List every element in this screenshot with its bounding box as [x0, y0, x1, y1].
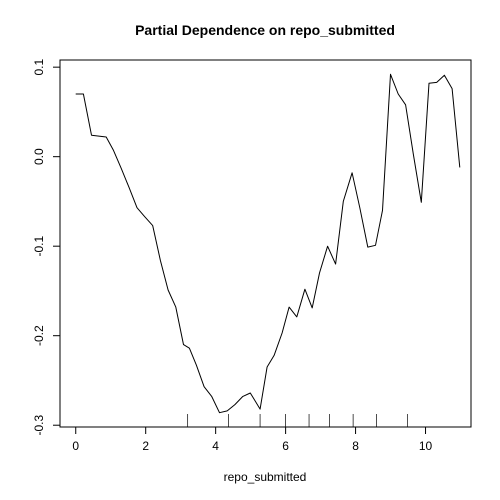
x-tick-label: 4 — [212, 439, 219, 453]
y-tick-label: -0.1 — [32, 236, 46, 257]
x-tick-label: 6 — [282, 439, 289, 453]
x-tick-label: 2 — [142, 439, 149, 453]
chart-title: Partial Dependence on repo_submitted — [135, 22, 395, 38]
y-axis: -0.3 -0.2 -0.1 0.0 0.1 — [32, 58, 61, 436]
y-tick-label: 0.1 — [32, 58, 46, 75]
x-axis-label: repo_submitted — [224, 470, 307, 484]
y-tick-label: -0.2 — [32, 325, 46, 346]
rug-marks — [187, 414, 408, 427]
series-line — [75, 73, 461, 414]
x-tick-label: 8 — [352, 439, 359, 453]
x-axis: 0 2 4 6 8 10 — [72, 426, 433, 453]
x-tick-label: 10 — [419, 439, 433, 453]
x-tick-label: 0 — [72, 439, 79, 453]
y-tick-label: 0.0 — [32, 148, 46, 165]
series-layer — [75, 73, 461, 414]
y-tick-label: -0.3 — [32, 415, 46, 436]
